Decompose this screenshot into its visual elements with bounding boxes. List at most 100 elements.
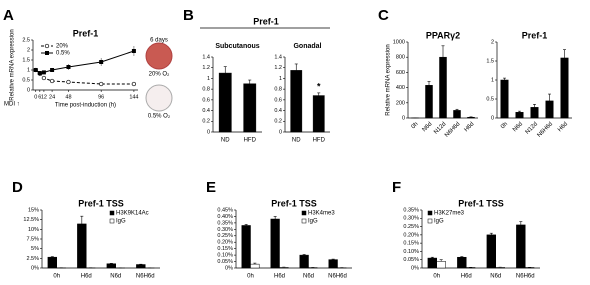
y-tick-label: 1: [27, 67, 30, 73]
marker: [66, 79, 71, 85]
x-tick-label: N6H6d: [136, 274, 155, 280]
chart-title: Pref-1: [522, 30, 548, 40]
y-tick-label: 0.15%: [217, 246, 233, 252]
y-tick-label: 800: [396, 55, 405, 61]
y-tick-label: 0.35%: [403, 207, 419, 213]
x-tick-label: ND: [221, 138, 230, 144]
y-tick-label: 0.5: [486, 96, 494, 102]
bar: [545, 100, 554, 119]
x-tick-label: HFD: [313, 138, 326, 144]
y-tick-label: 0.5: [22, 77, 30, 83]
panel-label: D: [12, 179, 23, 196]
legend-label: H3K4me3: [308, 211, 335, 217]
panel-label: A: [3, 7, 14, 24]
marker: [33, 68, 38, 72]
legend-swatch: [109, 210, 115, 216]
bar: [560, 57, 569, 119]
photo-title: 6 days: [150, 38, 168, 44]
panel-label: B: [183, 7, 194, 24]
chart-title: PPARγ2: [426, 30, 460, 40]
y-tick-label: 0.2: [202, 119, 210, 125]
y-tick-label: 0.30%: [403, 216, 419, 222]
x-tick-label: 24: [49, 94, 55, 100]
y-tick-label: 5%: [31, 246, 39, 252]
panel-label: C: [378, 7, 389, 24]
y-tick-label: 7.5%: [26, 236, 39, 242]
bar: [500, 79, 509, 119]
y-tick-label: 0.8: [202, 87, 210, 93]
marker: [50, 68, 55, 72]
y-tick-label: 0.20%: [403, 232, 419, 238]
marker: [99, 81, 104, 87]
legend-marker: [45, 51, 49, 55]
y-tick-label: 1: [491, 77, 494, 83]
chart-title: Pref-1 TSS: [458, 198, 504, 208]
legend-label: 0.5%: [56, 51, 70, 57]
x-tick-label: 48: [65, 94, 71, 100]
bar: [279, 267, 289, 269]
y-tick-label: 0: [402, 115, 405, 121]
legend-marker: [44, 43, 50, 49]
y-tick-label: 200: [396, 100, 405, 106]
bar: [312, 95, 325, 133]
x-tick-label: 0h: [247, 274, 254, 280]
bar: [290, 70, 303, 133]
y-tick-label: 1: [207, 76, 210, 82]
bar: [486, 234, 496, 269]
bar: [436, 261, 446, 269]
x-tick-label: H6d: [461, 274, 472, 280]
x-tick-label: 0h: [433, 274, 440, 280]
annotation: MDI ↑: [4, 102, 20, 108]
photo-label: 20% O₂: [149, 72, 170, 78]
legend-label: H3K9K14Ac: [116, 211, 149, 217]
y-tick-label: 2.5: [22, 37, 30, 43]
y-tick-label: 0.10%: [403, 249, 419, 255]
bar: [427, 257, 437, 269]
x-tick-label: 0h: [53, 274, 60, 280]
x-tick-label: 12: [41, 94, 47, 100]
y-tick-label: 0: [207, 129, 210, 135]
legend-swatch: [301, 218, 307, 224]
x-tick-label: N6d: [421, 121, 433, 133]
x-tick-label: N6H6d: [537, 121, 554, 138]
photo: [145, 42, 173, 70]
x-tick-label: N6d: [512, 121, 524, 133]
x-tick-label: H6d: [81, 274, 92, 280]
bar: [439, 56, 447, 119]
y-tick-label: 0.25%: [403, 224, 419, 230]
bar: [218, 72, 232, 133]
y-tick-label: 0.05%: [217, 259, 233, 265]
y-tick-label: 0.8: [274, 87, 282, 93]
marker: [99, 60, 104, 64]
legend-swatch: [427, 218, 433, 224]
chart-title: Pref-1: [73, 28, 99, 38]
y-tick-label: 0.35%: [217, 220, 233, 226]
y-tick-label: 0: [491, 115, 494, 121]
x-tick-label: H6d: [557, 121, 569, 133]
x-tick-label: N6H6d: [516, 274, 535, 280]
x-tick-label: 0h: [500, 121, 509, 130]
marker: [131, 49, 136, 53]
y-tick-label: 1.4: [274, 54, 282, 60]
marker: [66, 65, 71, 69]
y-tick-label: 1000: [393, 39, 405, 45]
bar: [453, 110, 461, 119]
y-axis-label: Relative mRNA expression: [10, 29, 16, 100]
bar: [530, 107, 539, 119]
y-tick-label: 0%: [31, 265, 39, 271]
bar: [47, 256, 58, 269]
legend-label: IgG: [308, 219, 318, 225]
y-tick-label: 0.6: [202, 97, 210, 103]
legend-label: IgG: [116, 219, 126, 225]
y-tick-label: 0.15%: [403, 241, 419, 247]
marker: [41, 70, 46, 75]
marker: [131, 81, 137, 87]
x-tick-label: N6d: [110, 274, 121, 280]
y-tick-label: 1.5: [486, 58, 494, 64]
bar: [106, 263, 117, 269]
bar: [77, 223, 87, 269]
marker: [41, 75, 47, 81]
photo: [145, 84, 173, 112]
bar: [243, 83, 257, 133]
chart-title: Pref-1 TSS: [78, 198, 124, 208]
